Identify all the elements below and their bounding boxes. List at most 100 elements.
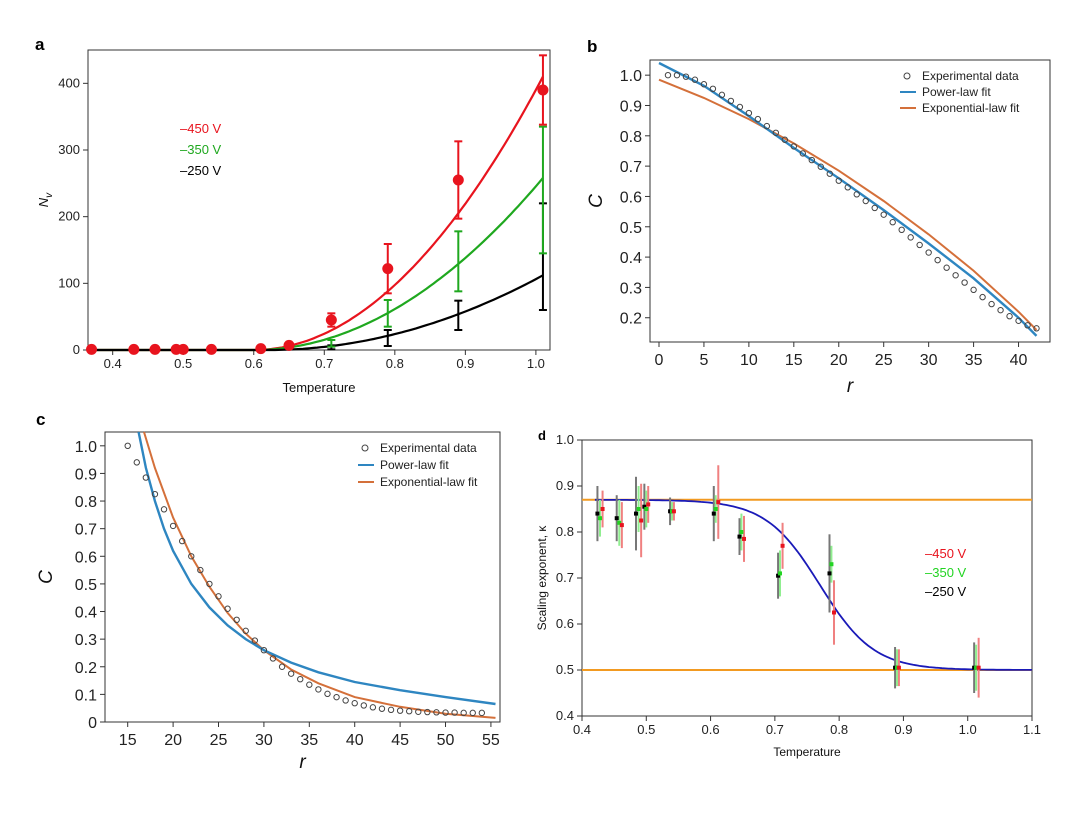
y-tick-label: 0.6 (556, 616, 574, 631)
y-tick-label: 0.3 (75, 632, 97, 649)
data-point (737, 534, 742, 539)
data-point (718, 91, 726, 99)
data-point (360, 702, 367, 709)
data-point (325, 314, 337, 326)
x-tick-label: 0.7 (315, 356, 333, 371)
x-tick-label: 40 (346, 732, 364, 749)
data-point (433, 709, 440, 716)
data-point (871, 204, 878, 212)
data-point (260, 646, 268, 654)
panel-letter-a: a (35, 35, 45, 54)
data-point (1006, 313, 1013, 320)
y-tick-label: 0.4 (556, 708, 574, 723)
x-tick-label: 50 (437, 732, 455, 749)
data-point (736, 103, 744, 111)
x-tick-label: 1.0 (527, 356, 545, 371)
data-point (826, 170, 833, 177)
panel-letter-c: c (36, 410, 45, 429)
chart-c-svg: c 15 20 25 30 35 40 45 50 55 0 0.1 0.2 0.3 0.4 0.5 0.6 0… (36, 410, 501, 773)
data-point (215, 593, 222, 600)
data-point (889, 219, 896, 226)
data-point (188, 553, 195, 560)
legend-entry: Exponential-law fit (922, 101, 1020, 115)
legend-entry: Power-law fit (380, 458, 449, 472)
y-tick-label: 200 (58, 209, 80, 224)
chart-panel-b: b 0 5 10 15 20 25 30 35 40 0.2 0.3 0.4 0.5 0.6 0.7 0.8 0… (560, 0, 1080, 400)
y-axis-label: Scaling exponent, κ (535, 525, 549, 631)
chart-panel-d: d 0.4 0.5 0.6 0.7 0.8 0.9 1.0 1.1 0.4 0.5 0.6 0.7 0.… (530, 400, 1080, 810)
data-point (149, 343, 161, 355)
y-tick-label: 0.9 (620, 98, 642, 115)
x-tick-label: 0 (655, 352, 664, 369)
data-point (700, 81, 708, 88)
data-point (396, 707, 404, 714)
fit-curve (88, 177, 544, 352)
data-point (297, 675, 304, 683)
data-point (405, 708, 413, 715)
data-point (642, 504, 647, 509)
data-point (781, 136, 789, 143)
y-tick-label: 0.8 (620, 129, 642, 146)
data-point (711, 511, 716, 516)
data-point (835, 177, 842, 184)
y-axis-label-subscript: v (44, 192, 55, 198)
y-tick-label: 0.4 (620, 250, 642, 267)
x-tick-label: 0.7 (766, 722, 784, 737)
data-point (799, 150, 807, 157)
data-point (709, 85, 717, 93)
data-point (382, 263, 394, 275)
data-point (817, 163, 824, 170)
data-point (324, 690, 331, 698)
data-point (1033, 325, 1040, 332)
exponential-fit-line (658, 78, 1038, 331)
data-point (790, 143, 798, 150)
x-tick-label: 0.9 (894, 722, 912, 737)
y-tick-label: 100 (58, 275, 80, 290)
data-point (600, 507, 605, 511)
data-point (634, 511, 638, 516)
data-point (916, 241, 923, 249)
data-point (636, 507, 641, 511)
panel-letter-b: b (587, 37, 597, 56)
data-point (691, 76, 699, 83)
data-point (224, 605, 231, 612)
x-tick-label: 25 (875, 352, 893, 369)
y-tick-label: 0 (73, 342, 80, 357)
data-point (739, 530, 744, 534)
data-point (644, 507, 649, 511)
y-tick-label: 0.2 (620, 311, 642, 328)
x-axis-label: r (299, 752, 306, 773)
x-tick-label: 35 (965, 352, 983, 369)
data-point (1024, 322, 1031, 329)
data-point (639, 518, 644, 523)
data-point (970, 286, 977, 294)
chart-d-svg: d 0.4 0.5 0.6 0.7 0.8 0.9 1.0 1.1 0.4 0.5 0.6 0.7 0.… (535, 428, 1041, 759)
x-axis-label: r (847, 376, 854, 397)
data-point (242, 627, 249, 635)
power-law-fit-line (658, 61, 1038, 337)
data-point (169, 522, 177, 530)
data-point (853, 191, 860, 198)
data-point (614, 516, 619, 521)
data-point (997, 306, 1004, 314)
data-point (283, 339, 295, 351)
data-point (306, 681, 313, 688)
data-point (269, 655, 277, 662)
y-tick-label: 0.8 (556, 524, 574, 539)
y-tick-label: 0.7 (620, 159, 642, 176)
data-point (278, 663, 286, 670)
data-point (124, 442, 131, 450)
data-point (451, 709, 458, 716)
x-tick-label: 0.4 (573, 722, 591, 737)
x-tick-label: 0.5 (174, 356, 192, 371)
data-point (727, 97, 735, 105)
data-point (979, 293, 986, 301)
data-point (880, 211, 887, 218)
legend-entry: –450 V (180, 121, 222, 136)
y-tick-label: 0.3 (620, 280, 642, 297)
data-point (142, 474, 150, 481)
y-tick-label: 0.2 (75, 660, 97, 677)
y-tick-label: 0.1 (75, 687, 97, 704)
data-point (673, 71, 681, 79)
data-point (255, 343, 267, 355)
